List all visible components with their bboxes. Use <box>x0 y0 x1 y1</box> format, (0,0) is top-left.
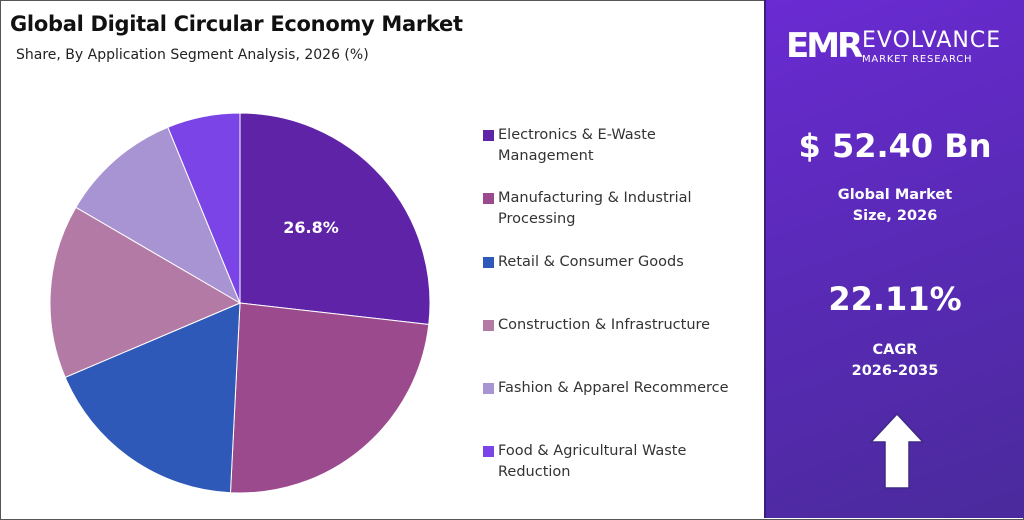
pie-slice-3 <box>49 206 242 379</box>
legend-label-line-0: Retail & Consumer Goods <box>498 254 684 270</box>
pie-slice-2 <box>64 302 241 494</box>
legend-swatch <box>483 130 494 141</box>
legend-label-line-0: Electronics & E-Waste <box>498 127 656 143</box>
market-size-label-line2: Size, 2026 <box>852 208 938 224</box>
pie-slice-0 <box>239 112 431 325</box>
summary-panel: EMR EVOLVANCE MARKET RESEARCH $ 52.40 Bn… <box>764 0 1024 518</box>
legend-label-line-0: Food & Agricultural Waste <box>498 443 687 459</box>
legend-label-line-1: Reduction <box>498 464 571 480</box>
cagr-label-line1: CAGR <box>872 342 918 358</box>
pie-chart: 26.8% <box>49 112 431 494</box>
legend-item: Food & Agricultural Waste Reduction <box>483 441 753 483</box>
logo-name: EVOLVANCE <box>862 28 1002 53</box>
legend-item: Manufacturing & Industrial Processing <box>483 188 753 230</box>
up-arrow-icon <box>869 412 925 489</box>
legend-swatch <box>483 383 494 394</box>
legend-label-line-1: Processing <box>498 211 576 227</box>
cagr-label-line2: 2026-2035 <box>851 363 939 379</box>
legend-item: Construction & Infrastructure <box>483 315 753 336</box>
legend-item: Fashion & Apparel Recommerce <box>483 378 753 399</box>
pie-slice-1 <box>229 302 430 494</box>
market-size-label-line1: Global Market <box>837 187 953 203</box>
legend-item: Retail & Consumer Goods <box>483 252 753 273</box>
cagr-value: 22.11% <box>828 280 962 318</box>
logo-subtitle: MARKET RESEARCH <box>862 54 973 65</box>
legend-item: Electronics & E-Waste Management <box>483 125 753 167</box>
pie-slice-label-0: 26.8% <box>283 218 339 237</box>
brand-logo: EMR EVOLVANCE MARKET RESEARCH <box>786 26 1016 68</box>
chart-title: Global Digital Circular Economy Market <box>10 12 463 36</box>
legend-label-line-0: Fashion & Apparel Recommerce <box>498 380 729 396</box>
legend-label-line-0: Construction & Infrastructure <box>498 317 711 333</box>
chart-subtitle: Share, By Application Segment Analysis, … <box>16 47 369 63</box>
legend-swatch <box>483 446 494 457</box>
market-size-value: $ 52.40 Bn <box>798 127 992 165</box>
pie-slice-5 <box>167 112 241 304</box>
pie-slice-4 <box>75 126 242 305</box>
legend-label-line-1: Management <box>498 148 594 164</box>
legend-swatch <box>483 193 494 204</box>
legend-swatch <box>483 257 494 268</box>
legend-swatch <box>483 320 494 331</box>
logo-mark: EMR <box>786 26 863 66</box>
legend-label-line-0: Manufacturing & Industrial <box>498 190 692 206</box>
